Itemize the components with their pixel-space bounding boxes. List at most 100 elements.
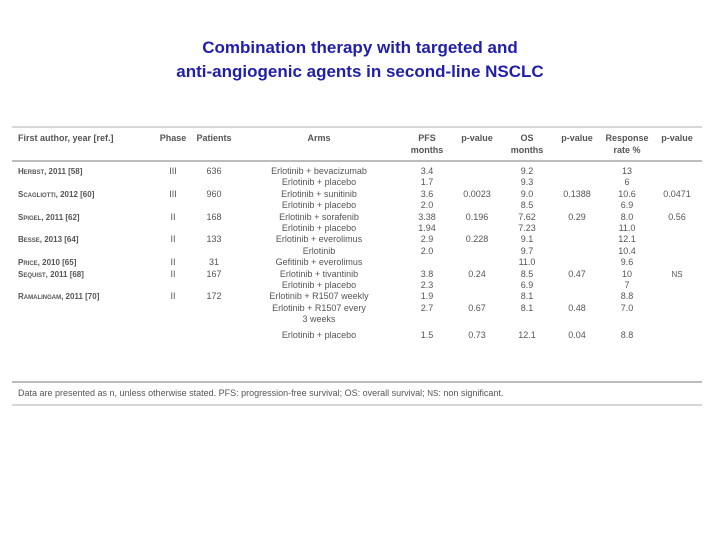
cell-patients: 167 — [206, 268, 222, 279]
table-row: Erlotinib + placebo 1.5 0.73 12.1 0.04 8… — [12, 330, 702, 341]
cell-os-p — [552, 291, 602, 302]
cell-os-p — [552, 200, 602, 211]
cell-arm: Erlotinib — [302, 245, 336, 256]
cell-os-p — [552, 280, 602, 291]
header-os-p: p-value — [552, 128, 602, 162]
cell-rr: 6 — [624, 177, 630, 188]
cell-os-p — [552, 166, 602, 177]
cell-pfs: 2.0 — [420, 245, 434, 256]
cell-pfs-p: 0.67 — [468, 302, 486, 313]
cell-phase — [154, 200, 192, 211]
cell-os-p — [552, 223, 602, 234]
table-row: Scagliotti, 2012 [60] III 960 Erlotinib … — [12, 189, 702, 200]
cell-patients — [192, 223, 236, 234]
table-row: Besse, 2013 [64] II 133 Erlotinib + ever… — [12, 234, 702, 245]
cell-author — [12, 330, 154, 341]
cell-pfs: 2.9 — [420, 234, 434, 245]
header-pfs: PFS months — [402, 128, 452, 162]
cell-rr-p — [652, 200, 702, 211]
cell-phase: III — [169, 166, 177, 176]
table-row: Ramalingam, 2011 [70] II 172 Erlotinib +… — [12, 291, 702, 302]
cell-os-p — [552, 177, 602, 188]
cell-patients — [192, 314, 236, 325]
trials-table: First author, year [ref.] Phase Patients… — [12, 128, 702, 341]
cell-pfs-p — [452, 314, 502, 325]
table-row: Spigel, 2011 [62] II 168 Erlotinib + sor… — [12, 212, 702, 223]
slide-title-line-2: anti-angiogenic agents in second-line NS… — [176, 62, 544, 81]
cell-author: Spigel, 2011 [62] — [18, 212, 80, 222]
cell-os: 9.2 — [520, 166, 534, 176]
cell-pfs: 2.0 — [420, 200, 434, 211]
cell-rr-p: 0.0471 — [663, 188, 691, 199]
cell-os: 7.23 — [518, 223, 536, 234]
cell-os-p: 0.29 — [568, 211, 586, 222]
cell-rr-p — [652, 314, 702, 325]
cell-rr-p — [652, 246, 702, 257]
cell-author: Herbst, 2011 [58] — [18, 167, 83, 176]
footnote-ns-abbrev: NS — [427, 389, 439, 398]
cell-patients: 636 — [206, 166, 222, 176]
table-row: Erlotinib + placebo 2.3 6.9 7 — [12, 280, 702, 291]
cell-os: 9.0 — [520, 188, 534, 199]
table-row: Erlotinib + R1507 every 2.7 0.67 8.1 0.4… — [12, 303, 702, 314]
cell-patients — [192, 330, 236, 341]
cell-phase — [154, 314, 192, 325]
cell-pfs: 2.7 — [420, 302, 434, 313]
cell-phase — [154, 246, 192, 257]
cell-os: 9.7 — [520, 245, 534, 256]
cell-pfs-p — [452, 257, 502, 268]
cell-rr-p — [652, 280, 702, 291]
header-rr-line2: rate % — [613, 145, 641, 155]
header-rr: Response rate % — [602, 128, 652, 162]
cell-arm: Erlotinib + sunitinib — [281, 188, 357, 199]
cell-arm: Gefitinib + everolimus — [275, 257, 363, 268]
cell-rr: 9.6 — [620, 257, 634, 268]
cell-rr-p — [652, 330, 702, 341]
cell-pfs-p: 0.228 — [465, 234, 489, 245]
cell-author — [12, 223, 154, 234]
cell-os: 8.5 — [520, 268, 534, 279]
cell-rr: 10.4 — [618, 245, 636, 256]
cell-pfs-p — [452, 280, 502, 291]
cell-pfs — [402, 314, 452, 325]
cell-rr: 7.0 — [620, 302, 634, 313]
cell-rr-p — [652, 166, 702, 177]
cell-os: 9.1 — [520, 234, 534, 245]
cell-arm: Erlotinib + everolimus — [275, 234, 363, 245]
cell-phase — [154, 330, 192, 341]
header-patients: Patients — [192, 128, 236, 162]
slide-title-line-1: Combination therapy with targeted and — [202, 38, 518, 57]
header-author: First author, year [ref.] — [12, 128, 154, 162]
cell-pfs: 3.8 — [420, 268, 434, 279]
table-row: Erlotinib + placebo 1.94 7.23 11.0 — [12, 223, 702, 234]
cell-phase: II — [170, 234, 176, 245]
cell-rr: 13 — [621, 166, 632, 176]
header-rr-p: p-value — [652, 128, 702, 162]
cell-pfs-p — [452, 291, 502, 302]
cell-pfs-p — [452, 177, 502, 188]
cell-rr-p — [652, 177, 702, 188]
cell-os: 7.62 — [518, 211, 536, 222]
cell-author — [12, 246, 154, 257]
cell-rr: 8.8 — [620, 329, 634, 340]
header-os: OS months — [502, 128, 552, 162]
cell-author — [12, 280, 154, 291]
header-rr-line1: Response — [605, 133, 649, 143]
cell-patients — [192, 200, 236, 211]
table-row: Erlotinib + placebo 1.7 9.3 6 — [12, 177, 702, 188]
cell-arm: Erlotinib + placebo — [281, 280, 357, 291]
cell-os: 12.1 — [518, 329, 536, 340]
header-arms: Arms — [236, 128, 402, 162]
cell-pfs: 3.6 — [420, 188, 434, 199]
cell-patients: 133 — [206, 234, 222, 245]
cell-rr: 7 — [624, 280, 630, 291]
cell-pfs-p — [452, 223, 502, 234]
cell-arm: Erlotinib + placebo — [281, 177, 357, 188]
header-pfs-line1: PFS — [418, 133, 436, 143]
cell-pfs — [402, 257, 452, 268]
cell-os — [502, 314, 552, 325]
cell-patients: 172 — [206, 291, 222, 302]
cell-rr: 8.0 — [620, 211, 634, 222]
cell-patients — [192, 177, 236, 188]
cell-patients — [192, 246, 236, 257]
